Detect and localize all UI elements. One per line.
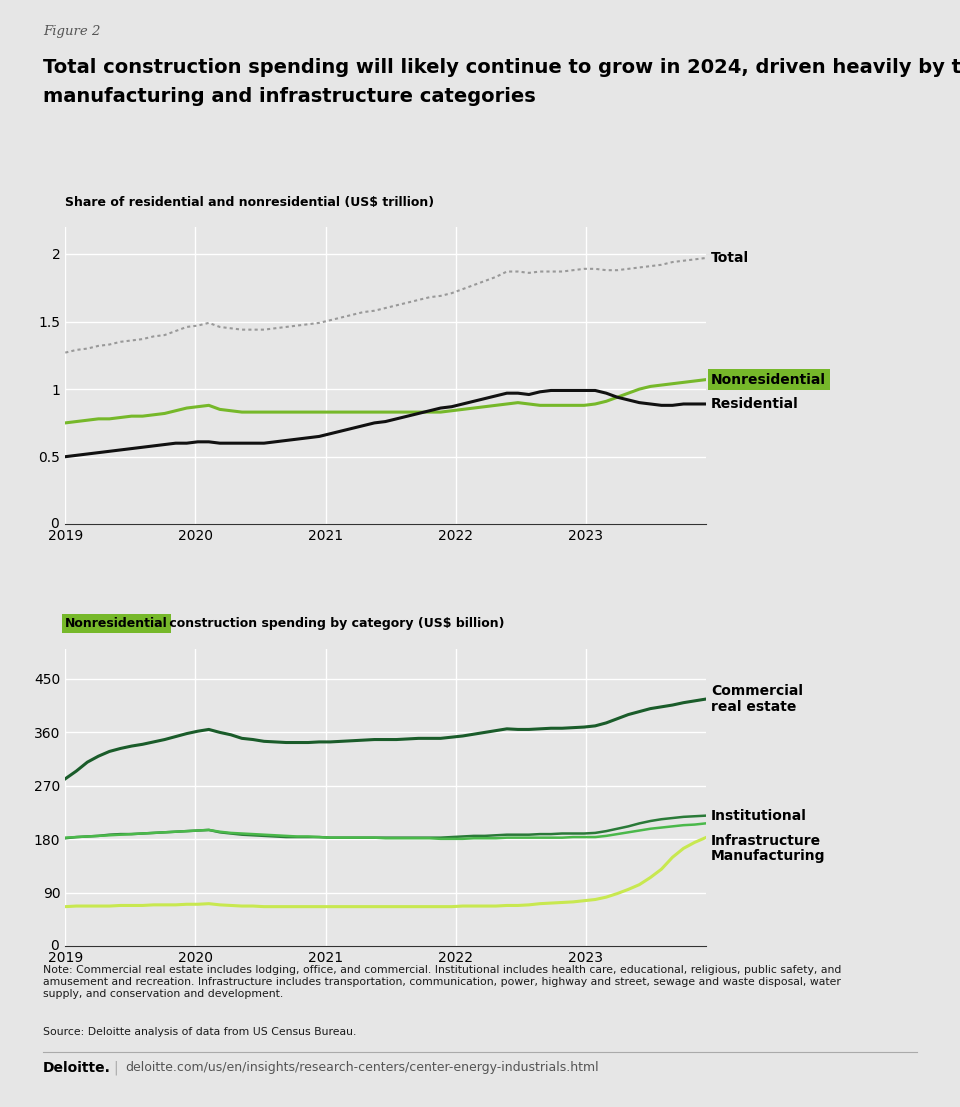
- Text: Manufacturing: Manufacturing: [711, 849, 826, 862]
- Text: Residential: Residential: [711, 397, 799, 411]
- Text: Deloitte.: Deloitte.: [43, 1061, 111, 1075]
- Text: Nonresidential: Nonresidential: [65, 617, 168, 630]
- Text: Nonresidential: Nonresidential: [711, 373, 827, 386]
- Text: Figure 2: Figure 2: [43, 25, 101, 39]
- Text: Source: Deloitte analysis of data from US Census Bureau.: Source: Deloitte analysis of data from U…: [43, 1027, 356, 1037]
- Text: |: |: [113, 1061, 118, 1075]
- Text: Institutional: Institutional: [711, 808, 807, 823]
- Text: deloitte.com/us/en/insights/research-centers/center-energy-industrials.html: deloitte.com/us/en/insights/research-cen…: [125, 1061, 598, 1074]
- Text: 0: 0: [50, 517, 59, 531]
- Text: 0: 0: [50, 940, 59, 953]
- Text: Commercial
real estate: Commercial real estate: [711, 684, 804, 714]
- Text: construction spending by category (US$ billion): construction spending by category (US$ b…: [164, 617, 504, 630]
- Text: Total: Total: [711, 251, 750, 265]
- Text: Infrastructure: Infrastructure: [711, 835, 822, 848]
- Text: manufacturing and infrastructure categories: manufacturing and infrastructure categor…: [43, 87, 536, 106]
- Text: Total construction spending will likely continue to grow in 2024, driven heavily: Total construction spending will likely …: [43, 58, 960, 76]
- Text: Note: Commercial real estate includes lodging, office, and commercial. Instituti: Note: Commercial real estate includes lo…: [43, 965, 842, 999]
- Text: Share of residential and nonresidential (US$ trillion): Share of residential and nonresidential …: [65, 196, 435, 209]
